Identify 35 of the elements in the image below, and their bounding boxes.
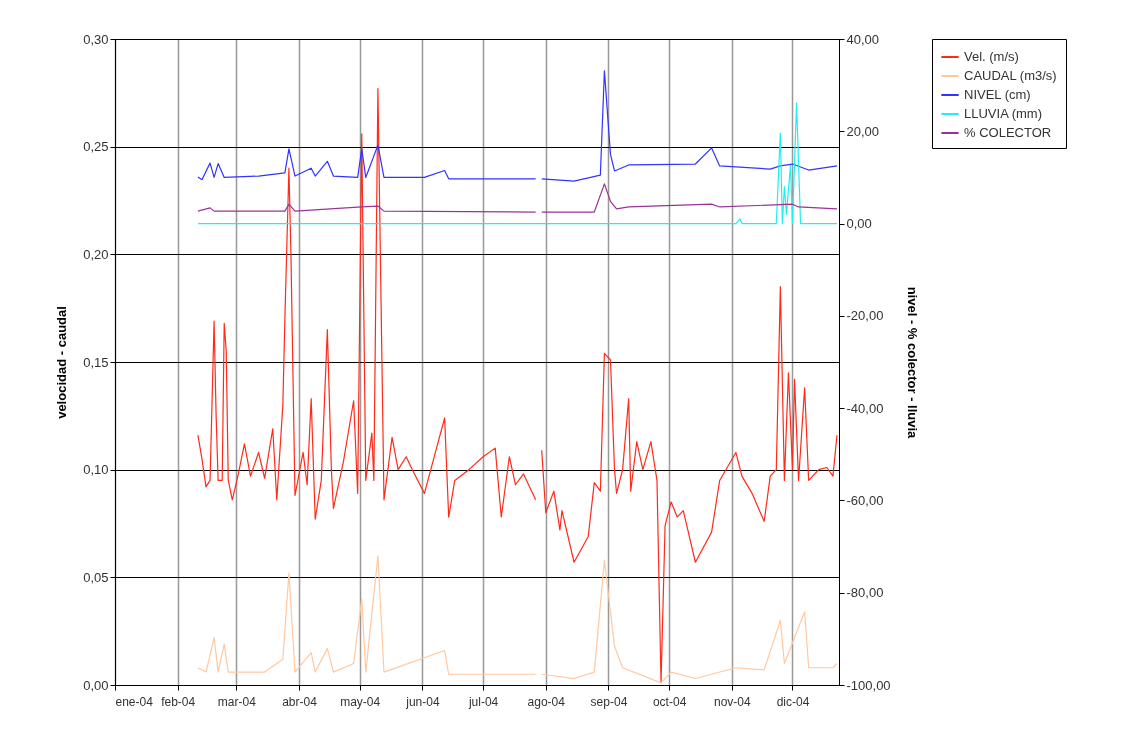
y2-tick-label: -20,00	[846, 308, 884, 324]
y-tick-label: 0,00	[83, 677, 109, 693]
y-tick-label: 0,25	[83, 139, 109, 155]
y2-tick-label: 20,00	[846, 123, 880, 139]
x-tick-label: jun-04	[405, 694, 440, 709]
x-tick-label: abr-04	[282, 694, 318, 709]
legend-label: CAUDAL (m3/s)	[964, 68, 1057, 83]
x-tick-label: dic-04	[776, 694, 810, 709]
y-axis-title: velocidad - caudal	[54, 306, 70, 419]
x-tick-label: oct-04	[652, 694, 687, 709]
y2-tick-label: 40,00	[846, 31, 880, 47]
x-tick-label: feb-04	[161, 694, 196, 709]
y2-tick-label: -80,00	[846, 585, 884, 601]
y-tick-label: 0,15	[83, 354, 109, 370]
x-tick-label: ago-04	[527, 694, 566, 709]
legend-label: LLUVIA (mm)	[964, 106, 1043, 121]
y2-tick-label: -100,00	[846, 677, 891, 693]
y-tick-label: 0,05	[83, 569, 109, 585]
line-series	[197, 102, 838, 225]
x-tick-label: ene-04	[115, 694, 154, 709]
y-tick-label: 0,20	[83, 246, 109, 262]
x-tick-label: sep-04	[590, 694, 628, 709]
y2-tick-label: -60,00	[846, 492, 884, 508]
y2-tick-label: 0,00	[846, 216, 872, 232]
x-tick-label: nov-04	[713, 694, 751, 709]
y-tick-label: 0,10	[83, 462, 109, 478]
y2-tick-label: -40,00	[846, 400, 884, 416]
x-tick-label: mar-04	[217, 694, 257, 709]
x-tick-label: jul-04	[467, 694, 499, 709]
y2-axis-title: nivel - % colector - lluvia	[904, 286, 920, 440]
legend-label: NIVEL (cm)	[964, 87, 1031, 102]
y-tick-label: 0,30	[83, 31, 109, 47]
legend-label: % COLECTOR	[964, 125, 1052, 140]
legend-label: Vel. (m/s)	[964, 49, 1019, 64]
x-tick-label: may-04	[340, 694, 381, 709]
